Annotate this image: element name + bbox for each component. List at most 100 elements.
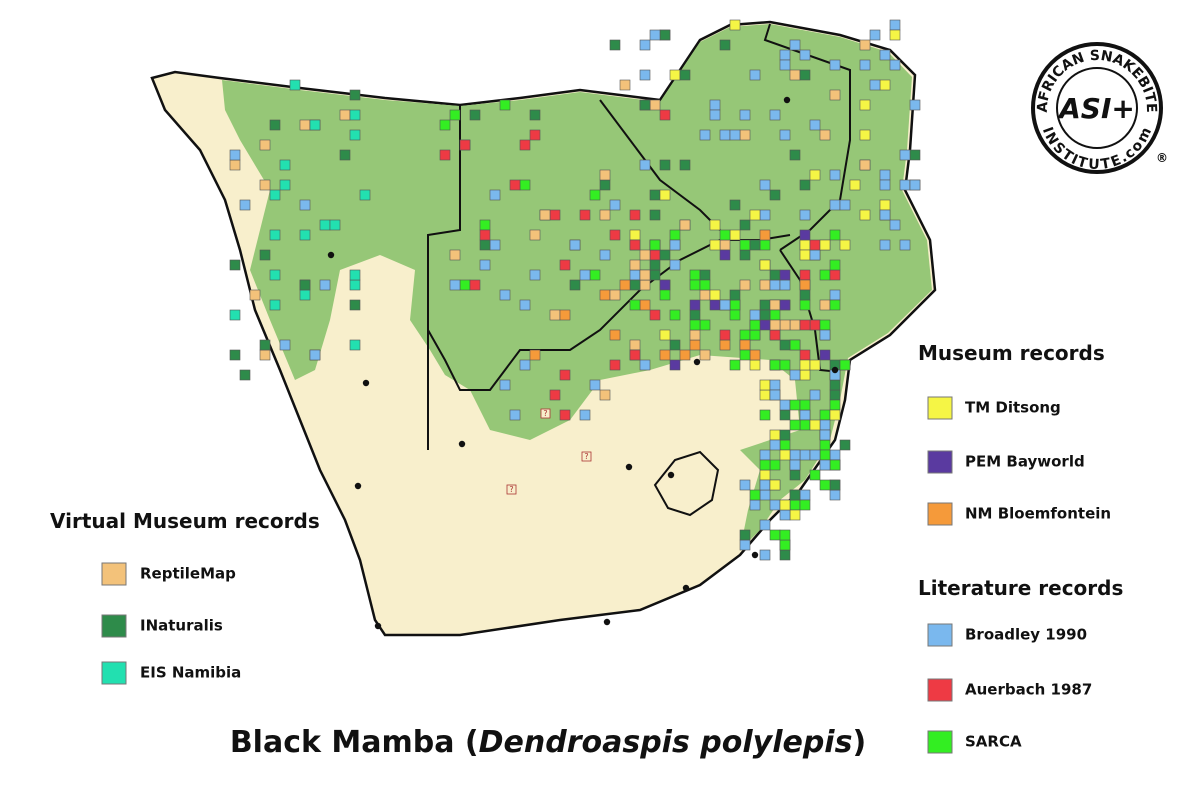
legend-label: TM Ditsong: [965, 399, 1061, 417]
record-square: [609, 329, 621, 341]
record-square: [349, 89, 361, 101]
record-square: [519, 359, 531, 371]
record-square: [749, 239, 761, 251]
record-square: [759, 279, 771, 291]
record-square: [489, 189, 501, 201]
unknown-marker: ?: [584, 452, 588, 461]
record-square: [799, 69, 811, 81]
record-square: [839, 199, 851, 211]
record-square: [749, 349, 761, 361]
record-square: [779, 409, 791, 421]
record-square: [629, 339, 641, 351]
record-square: [729, 19, 741, 31]
record-square: [269, 299, 281, 311]
record-square: [639, 39, 651, 51]
record-square: [769, 299, 781, 311]
record-square: [769, 279, 781, 291]
record-square: [819, 269, 831, 281]
record-square: [739, 109, 751, 121]
record-square: [459, 139, 471, 151]
record-square: [779, 439, 791, 451]
record-square: [259, 339, 271, 351]
record-square: [789, 509, 801, 521]
record-square: [349, 269, 361, 281]
record-square: [229, 259, 241, 271]
record-square: [839, 359, 851, 371]
logo-registered: ®: [1156, 151, 1168, 165]
town: [603, 618, 611, 626]
record-square: [819, 479, 831, 491]
record-square: [819, 459, 831, 471]
record-square: [799, 209, 811, 221]
title-part: Dendroaspis polylepis: [479, 725, 853, 760]
record-square: [709, 289, 721, 301]
record-square: [319, 279, 331, 291]
record-square: [829, 389, 841, 401]
record-square: [769, 479, 781, 491]
record-square: [639, 299, 651, 311]
record-square: [729, 229, 741, 241]
record-square: [799, 249, 811, 261]
record-square: [479, 259, 491, 271]
record-square: [829, 89, 841, 101]
record-square: [229, 149, 241, 161]
record-square: [329, 219, 341, 231]
record-square: [679, 69, 691, 81]
record-square: [769, 529, 781, 541]
record-square: [449, 109, 461, 121]
record-square: [529, 269, 541, 281]
record-square: [629, 259, 641, 271]
record-square: [779, 49, 791, 61]
record-square: [659, 189, 671, 201]
record-square: [349, 109, 361, 121]
record-square: [609, 39, 621, 51]
record-square: [589, 189, 601, 201]
record-square: [299, 289, 311, 301]
record-square: [679, 349, 691, 361]
record-square: [609, 289, 621, 301]
record-square: [539, 209, 551, 221]
record-square: [789, 339, 801, 351]
record-square: [599, 289, 611, 301]
record-square: [859, 159, 871, 171]
record-square: [509, 409, 521, 421]
record-square: [759, 209, 771, 221]
record-square: [779, 359, 791, 371]
record-square: [829, 489, 841, 501]
record-square: [699, 269, 711, 281]
record-square: [699, 349, 711, 361]
record-square: [759, 179, 771, 191]
record-square: [759, 239, 771, 251]
record-square: [759, 309, 771, 321]
border: [427, 105, 461, 450]
record-square: [779, 399, 791, 411]
record-square: [639, 279, 651, 291]
legend-label: PEM Bayworld: [965, 453, 1085, 471]
record-square: [809, 419, 821, 431]
unknown-box: [581, 451, 592, 462]
town: [831, 366, 839, 374]
record-square: [649, 239, 661, 251]
record-square: [499, 379, 511, 391]
record-square: [519, 299, 531, 311]
record-square: [759, 459, 771, 471]
record-square: [759, 449, 771, 461]
record-square: [569, 279, 581, 291]
record-square: [739, 349, 751, 361]
record-square: [649, 269, 661, 281]
record-square: [299, 229, 311, 241]
record-square: [719, 239, 731, 251]
town: [667, 471, 675, 479]
record-square: [669, 359, 681, 371]
record-square: [769, 499, 781, 511]
map: ???: [150, 19, 937, 637]
record-square: [549, 389, 561, 401]
unknown-marker: ?: [509, 485, 513, 494]
record-square: [909, 149, 921, 161]
record-square: [779, 279, 791, 291]
record-square: [449, 279, 461, 291]
record-square: [619, 79, 631, 91]
record-square: [559, 409, 571, 421]
record-square: [659, 249, 671, 261]
record-square: [799, 279, 811, 291]
